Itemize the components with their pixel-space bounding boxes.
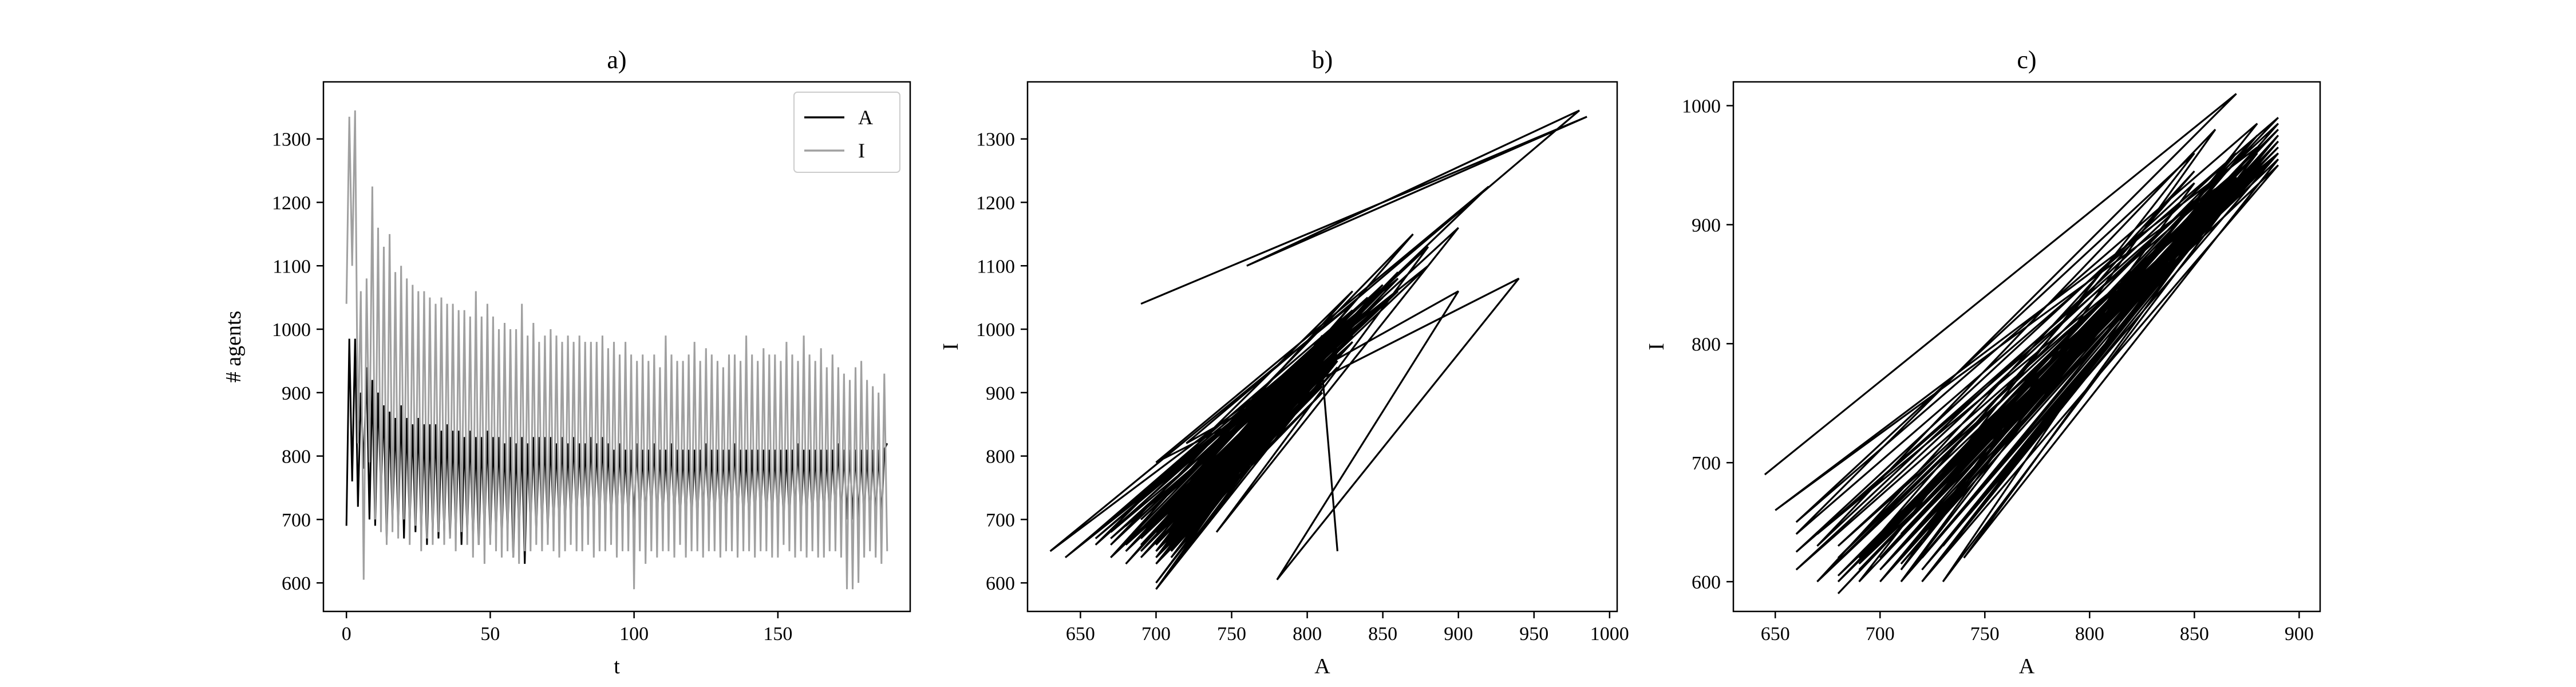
panel-c-x-tick-label: 700 [1866,623,1895,645]
panel-a-y-tick-label: 1200 [272,192,311,214]
panel-c-series-0 [1764,93,2279,594]
panel-c-x-tick-label: 850 [2180,623,2209,645]
panel-b-y-tick-label: 1200 [976,192,1015,214]
panel-b-x-tick-label: 900 [1444,623,1473,645]
panel-b-plot-frame [1026,81,1618,613]
panel-a-y-axis-label: # agents [222,311,246,383]
panel-a-legend-box [793,92,900,173]
panel-c-title: c) [2017,46,2036,74]
panel-b-x-tick-label: 750 [1217,623,1246,645]
panel-c-x-tick-label: 650 [1761,623,1790,645]
panel-a-legend-label-i: I [858,139,865,162]
panel-a-series-i [345,110,888,590]
panel-a-y-tick-label: 900 [282,383,311,404]
panel-b-title: b) [1312,46,1333,74]
panel-b-y-tick-label: 600 [986,573,1015,594]
panel-c-y-tick-label: 800 [1692,334,1721,355]
panel-a-y-tick-label: 1300 [272,129,311,151]
panel-b-x-axis-label: A [1314,654,1330,678]
panel-c-y-tick-label: 900 [1692,215,1721,236]
panel-b-y-tick-label: 1100 [977,256,1015,277]
panel-c-y-tick-label: 600 [1692,572,1721,593]
panel-a-legend-label-a: A [858,106,873,129]
panel-a-x-tick-label: 150 [763,623,792,645]
panel-c-x-tick-label: 800 [2075,623,2104,645]
panel-c-x-tick-label: 900 [2285,623,2314,645]
panel-b-series-0 [1049,109,1587,590]
panel-b-x-tick-label: 700 [1141,623,1171,645]
panel-c-x-axis-label: A [2019,654,2035,678]
panel-a-title: a) [607,46,626,74]
panel-a-y-tick-label: 700 [282,510,311,531]
panel-a-y-tick-label: 600 [282,573,311,594]
panel-b-y-tick-label: 700 [986,510,1015,531]
panel-a-x-tick-label: 50 [480,623,500,645]
panel-c-plot-frame [1732,81,2321,613]
panel-b-y-tick-label: 900 [986,383,1015,404]
panel-c-y-axis-label: I [1645,343,1669,350]
panel-a-x-tick-label: 0 [342,623,351,645]
panel-a-y-tick-label: 800 [282,447,311,468]
panel-b-x-tick-label: 950 [1519,623,1548,645]
panel-b-x-tick-label: 650 [1066,623,1095,645]
panel-a-x-axis-label: t [614,654,620,678]
panel-b-y-axis-label: I [939,343,963,350]
panel-a-y-tick-label: 1100 [272,256,311,277]
panel-c-y-tick-label: 700 [1692,453,1721,474]
panel-b-y-tick-label: 1300 [976,129,1015,151]
panel-b-x-tick-label: 850 [1368,623,1397,645]
panel-c-y-tick-label: 1000 [1682,96,1721,117]
panel-b-x-tick-label: 1000 [1590,623,1629,645]
panel-b-x-tick-label: 800 [1293,623,1322,645]
panel-a-y-tick-label: 1000 [272,319,311,341]
panel-b-y-tick-label: 1000 [976,319,1015,341]
panel-a-plot-frame [322,81,911,613]
panel-a-x-tick-label: 100 [619,623,649,645]
panel-c-x-tick-label: 750 [1970,623,2000,645]
panel-b-y-tick-label: 800 [986,447,1015,468]
